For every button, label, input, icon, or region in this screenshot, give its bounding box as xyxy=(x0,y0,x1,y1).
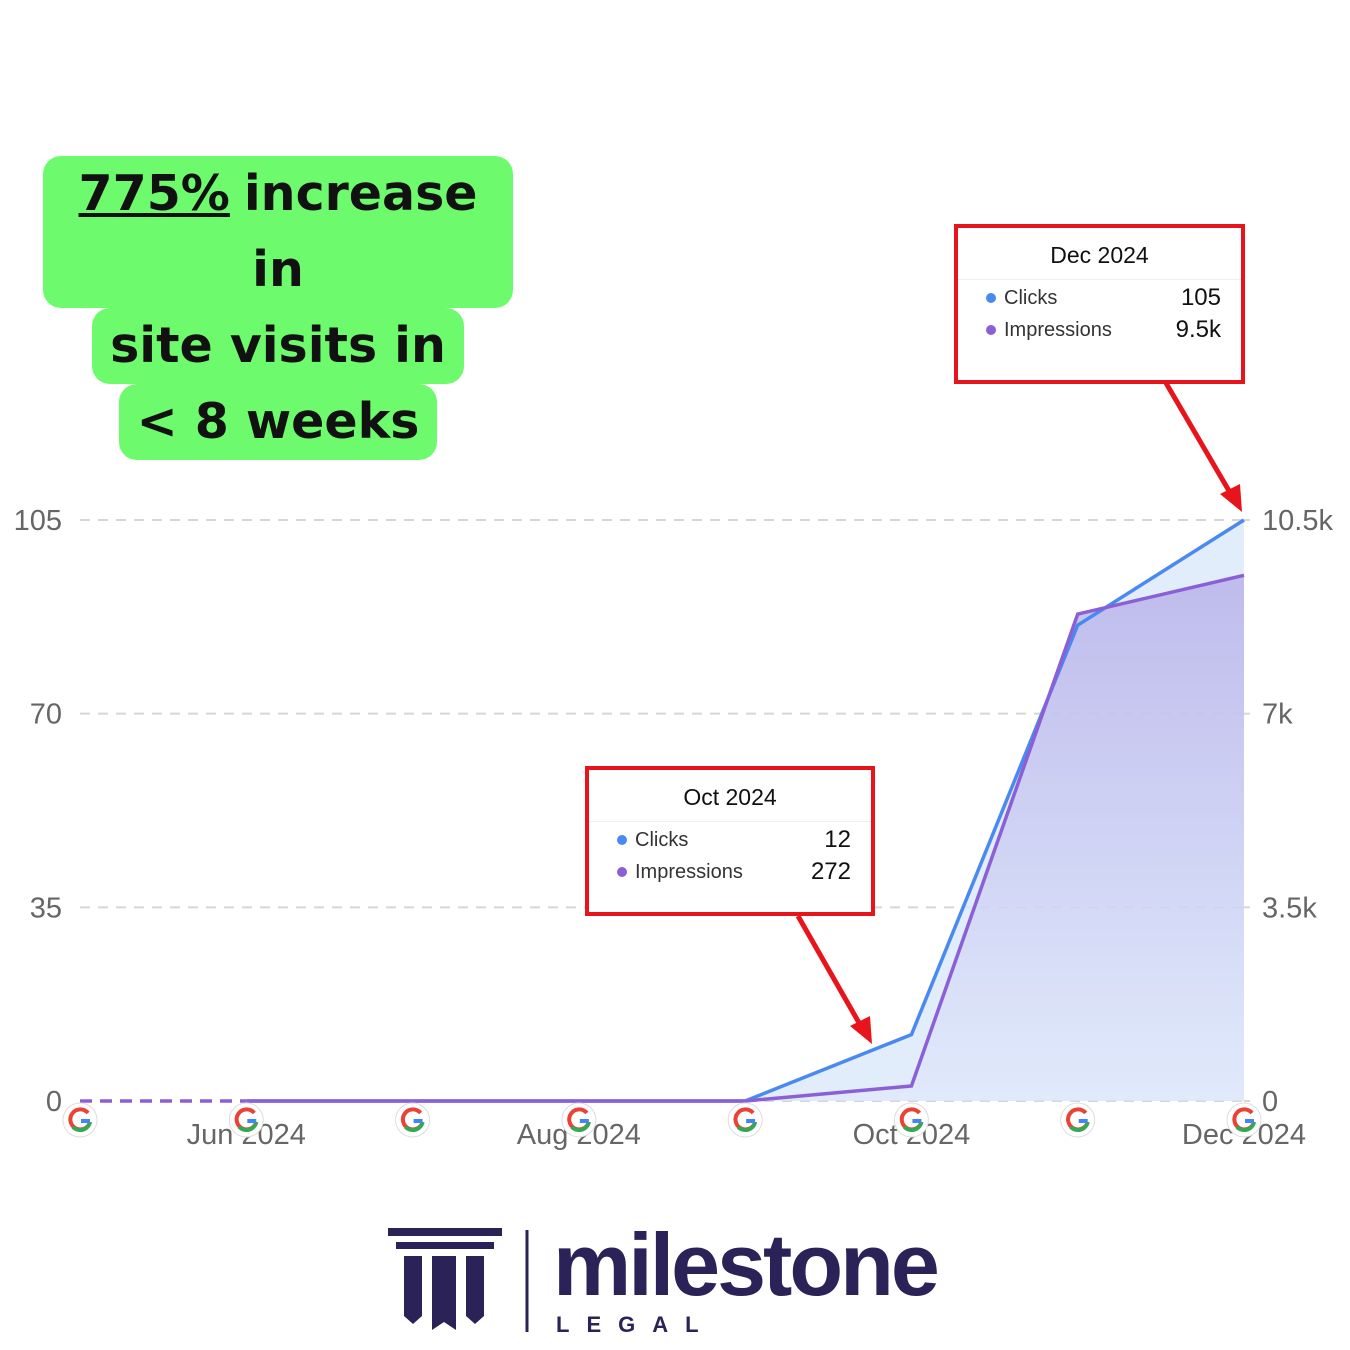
y-tick-label: 0 xyxy=(46,1086,62,1118)
icon-arc xyxy=(902,1121,924,1133)
source-icon xyxy=(62,1102,98,1138)
headline-text: increase in xyxy=(243,165,478,298)
legend-dot xyxy=(986,325,996,335)
tooltip-value: 12 xyxy=(824,826,851,853)
tooltip-row: Clicks 12 xyxy=(589,822,871,854)
arrow xyxy=(795,914,865,1030)
headline-line: site visits in xyxy=(92,308,464,384)
icon-arc xyxy=(404,1121,425,1133)
tooltip-value: 272 xyxy=(810,858,851,885)
source-icons xyxy=(62,1102,1262,1138)
legend-dot xyxy=(617,835,627,845)
logo-sub: LEGAL xyxy=(556,1312,716,1337)
tooltip-title: Dec 2024 xyxy=(958,228,1241,280)
series-area xyxy=(80,520,1244,1101)
icon-arc xyxy=(71,1121,92,1133)
source-icon xyxy=(228,1102,264,1138)
y2-tick-label: 10.5k xyxy=(1262,505,1333,537)
tooltip-name: Clicks xyxy=(635,828,689,851)
y-tick-label: 35 xyxy=(30,892,62,924)
arrow-head xyxy=(1220,484,1242,512)
icon-arc xyxy=(570,1121,591,1133)
tooltip-name: Impressions xyxy=(1004,318,1112,341)
tooltip: Oct 2024 Clicks 12 Impressions 272 xyxy=(585,766,875,916)
icon-arc xyxy=(736,1121,758,1133)
highlight: 775% xyxy=(78,165,230,222)
logo-icon xyxy=(388,1228,502,1330)
y2-tick-label: 0 xyxy=(1262,1086,1278,1118)
y-tick-label: 70 xyxy=(30,699,62,731)
source-icon xyxy=(395,1102,431,1138)
tooltip-name: Impressions xyxy=(635,860,743,883)
source-icon xyxy=(1060,1102,1096,1138)
legend-dot xyxy=(986,293,996,303)
tooltip-row: Impressions 9.5k xyxy=(958,312,1241,344)
icon-arc xyxy=(237,1121,259,1133)
source-icon xyxy=(1226,1102,1262,1138)
tooltip: Dec 2024 Clicks 105 Impressions 9.5k xyxy=(954,224,1245,384)
tooltip-value: 9.5k xyxy=(1175,316,1221,343)
source-icon xyxy=(727,1102,763,1138)
logo-name: milestone xyxy=(553,1215,937,1314)
tooltip-title: Oct 2024 xyxy=(589,770,871,822)
headline: 775% increase in site visits in < 8 weeks xyxy=(43,156,513,460)
arrow-head xyxy=(850,1016,872,1044)
arrow xyxy=(1163,381,1235,498)
headline-line: < 8 weeks xyxy=(118,384,438,460)
tooltip-row: Impressions 272 xyxy=(589,854,871,886)
y2-tick-label: 3.5k xyxy=(1262,892,1317,924)
tooltip-row: Clicks 105 xyxy=(958,280,1241,312)
icon-arc xyxy=(1235,1121,1256,1133)
headline-line: 775% increase in xyxy=(43,156,513,308)
tooltip-name: Clicks xyxy=(1004,286,1058,309)
series-line xyxy=(80,573,1245,1103)
y-tick-label: 105 xyxy=(14,505,62,537)
y2-tick-label: 7k xyxy=(1262,699,1293,731)
icon-arc xyxy=(1069,1121,1090,1133)
source-icon xyxy=(893,1102,929,1138)
tooltip-value: 105 xyxy=(1180,284,1221,311)
source-icon xyxy=(561,1102,597,1138)
legend-dot xyxy=(617,867,627,877)
